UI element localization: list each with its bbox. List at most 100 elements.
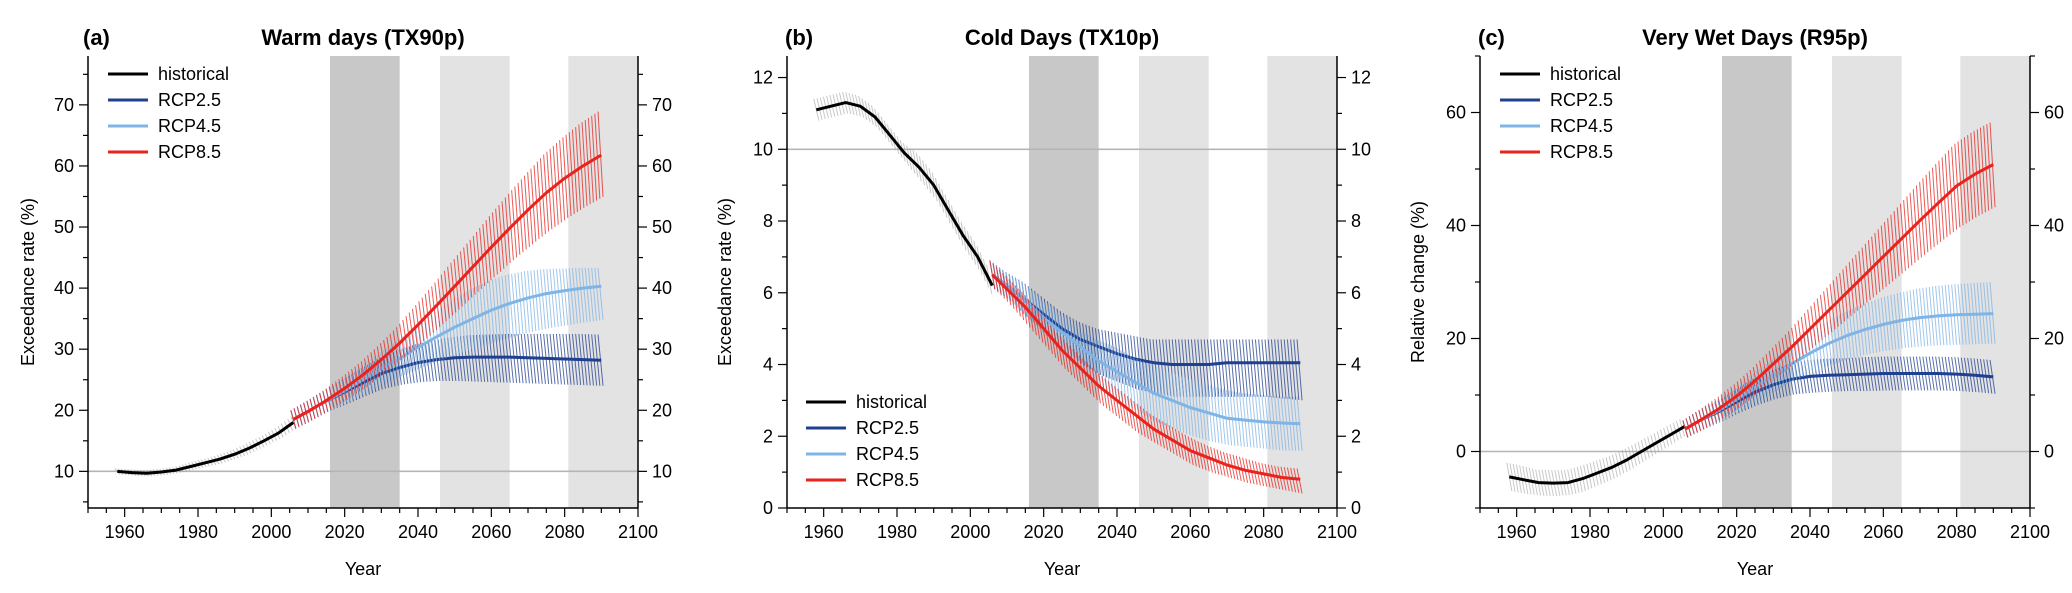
rcp45-hatch [565,268,572,325]
y-tick-label-left: 60 [1446,103,1466,123]
shaded-period [330,56,400,508]
rcp26-line [991,273,1301,366]
x-tick-label: 2080 [545,522,585,542]
y-tick-label-right: 20 [652,400,672,420]
y-tick-label-right: 0 [2044,442,2054,462]
x-tick-label: 2040 [398,522,438,542]
rcp45-hatch [559,268,566,326]
x-tick-label: 2040 [1097,522,1137,542]
y-tick-label-left: 12 [753,68,773,88]
rcp26-hatch [1261,339,1268,397]
rcp45-hatch [517,272,524,335]
x-tick-label: 1960 [1497,522,1537,542]
y-axis-label: Exceedance rate (%) [715,198,735,366]
panel-label: (b) [785,25,813,50]
legend-label-rcp85: RCP8.5 [1550,142,1613,162]
rcp26-hatch [1245,339,1252,397]
rcp26-hatch [1254,339,1261,397]
rcp45-hatch [514,273,521,335]
y-tick-label-right: 20 [2044,329,2064,349]
rcp26-hatch [1232,339,1239,397]
rcp26-hatch [1152,339,1159,394]
rcp45-hatch [501,276,508,339]
rcp45-hatch [575,268,582,324]
rcp85-line [1684,163,1994,431]
rcp45-hatch [594,267,601,321]
y-tick-label-right: 8 [1351,211,1361,231]
plot-area [787,56,1337,508]
rcp26-hatch [1283,339,1290,400]
rcp45-hatch [536,269,543,330]
rcp26-hatch [1072,318,1079,361]
shaded-period [1722,56,1792,508]
y-tick-label-left: 10 [54,461,74,481]
shaded-period [1832,56,1902,508]
rcp26-hatch [1270,339,1277,398]
rcp45-hatch [562,268,569,326]
historical-band [813,91,993,294]
rcp26-hatch [1264,339,1271,398]
rcp26-hatch [1091,327,1098,374]
legend-label-historical: historical [158,64,229,84]
rcp45-hatch [584,267,591,322]
y-tick-label-right: 4 [1351,355,1361,375]
rcp26-hatch [1274,339,1281,399]
plot-area [1480,56,2030,508]
rcp26-hatch [1130,335,1137,389]
x-tick-label: 2000 [1643,522,1683,542]
x-tick-label: 2080 [1937,522,1977,542]
legend: historical RCP2.5 RCP4.5 RCP8.5 [1500,64,1621,162]
legend: historical RCP2.5 RCP4.5 RCP8.5 [806,392,927,490]
historical-band [1506,419,1686,497]
rcp45-hatch [511,273,518,336]
rcp45-hatch [523,271,530,333]
rcp26-hatch [1203,339,1210,397]
legend: historical RCP2.5 RCP4.5 RCP8.5 [108,64,229,162]
historical-line [117,421,295,475]
legend-label-rcp26: RCP2.5 [1550,90,1613,110]
rcp45-hatch [527,270,534,332]
rcp26-hatch [1296,339,1303,401]
x-tick-label: 2020 [1024,522,1064,542]
rcp45-hatch [533,270,540,331]
rcp45-hatch [1123,352,1130,407]
shaded-period [1960,56,2030,508]
y-tick-label-right: 60 [2044,103,2064,123]
x-axis-label: Year [345,559,381,579]
y-tick-label-right: 70 [652,95,672,115]
y-tick-label-right: 2 [1351,426,1361,446]
rcp26-hatch [1085,324,1092,370]
rcp85-line [991,273,1301,481]
chart-title: Cold Days (TX10p) [965,25,1159,50]
y-tick-label-left: 50 [54,217,74,237]
rcp26-hatch [1155,339,1162,395]
rcp26-hatch [1229,339,1236,397]
rcp45-hatch [546,269,553,328]
rcp26-hatch [1222,339,1229,397]
rcp26-hatch [1107,330,1114,381]
rcp26-hatch [1293,339,1300,401]
rcp45-hatch [495,278,502,341]
rcp45-hatch [549,268,556,328]
rcp26-hatch [1133,335,1140,390]
y-axis-label: Exceedance rate (%) [18,198,38,366]
rcp45-hatch [552,268,559,327]
y-tick-label-left: 0 [1456,442,1466,462]
rcp45-hatch [504,275,511,338]
y-tick-label-left: 20 [1446,329,1466,349]
rcp26-hatch [1280,339,1287,399]
rcp45-hatch [555,268,562,327]
rcp26-hatch [1078,322,1085,366]
x-tick-label: 2060 [1863,522,1903,542]
rcp45-hatch [1114,346,1121,401]
rcp85-line [292,153,603,421]
rcp45-hatch [543,269,550,329]
legend-label-rcp45: RCP4.5 [856,444,919,464]
x-tick-label: 1980 [178,522,218,542]
rcp45-line [991,273,1301,426]
y-tick-label-right: 0 [1351,498,1361,518]
rcp26-hatch [1290,339,1297,400]
